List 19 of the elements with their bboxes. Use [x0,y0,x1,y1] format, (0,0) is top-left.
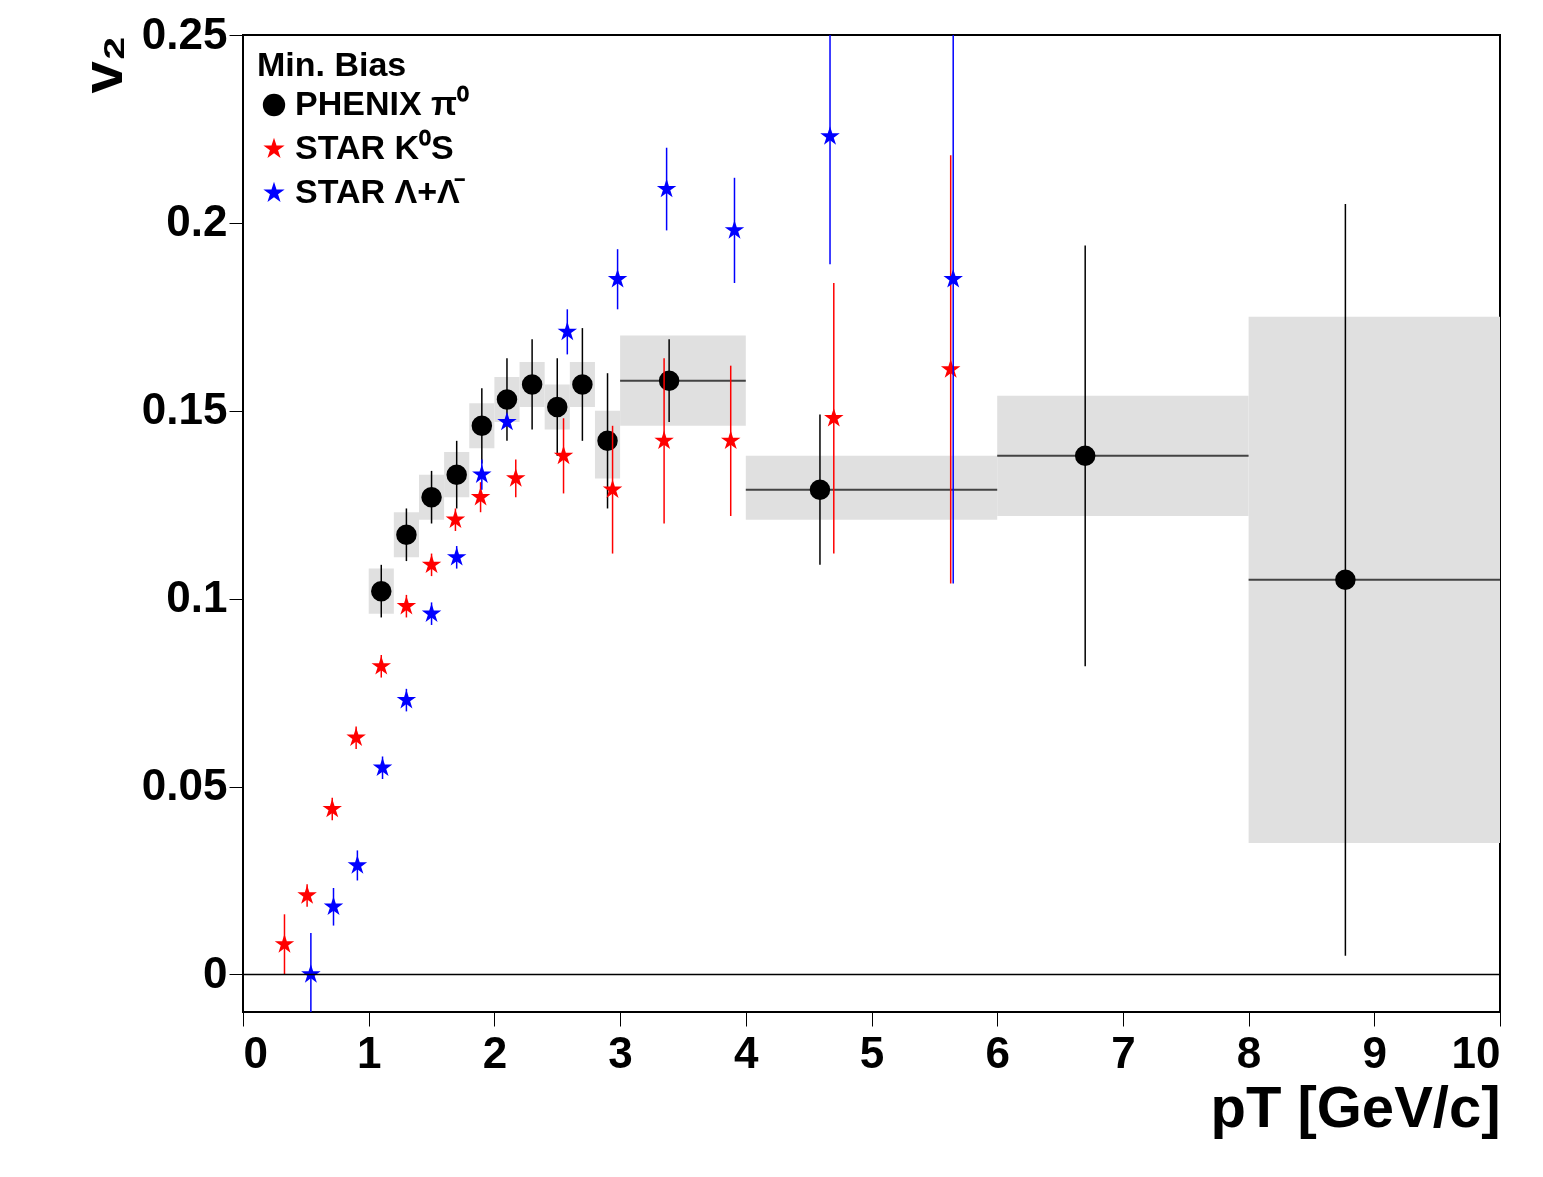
x-tick-label: 6 [985,1027,1010,1077]
legend-label: STAR Λ+Λ̄ [295,172,466,210]
y-axis-title: v₂ [68,35,134,94]
x-tick-label: 4 [734,1027,760,1077]
x-tick-label: 2 [482,1027,508,1077]
legend-label: STAR K⁰S [295,128,454,166]
y-tick-label: 0.1 [166,572,228,622]
y-tick-label: 0.15 [141,384,228,434]
x-tick-label: 3 [608,1027,633,1077]
y-tick-label: 0.05 [141,760,228,810]
y-tick-label: 0.25 [141,8,228,58]
x-tick-label: 7 [1111,1027,1136,1077]
legend-title: Min. Bias [257,45,407,83]
x-tick-label: 5 [859,1027,885,1077]
y-tick-label: 0.2 [166,196,228,246]
y-tick-label: 0 [203,947,228,997]
x-tick-label: 0 [243,1027,268,1077]
legend-label: PHENIX π⁰ [295,84,470,122]
x-tick-label: 1 [356,1027,382,1077]
